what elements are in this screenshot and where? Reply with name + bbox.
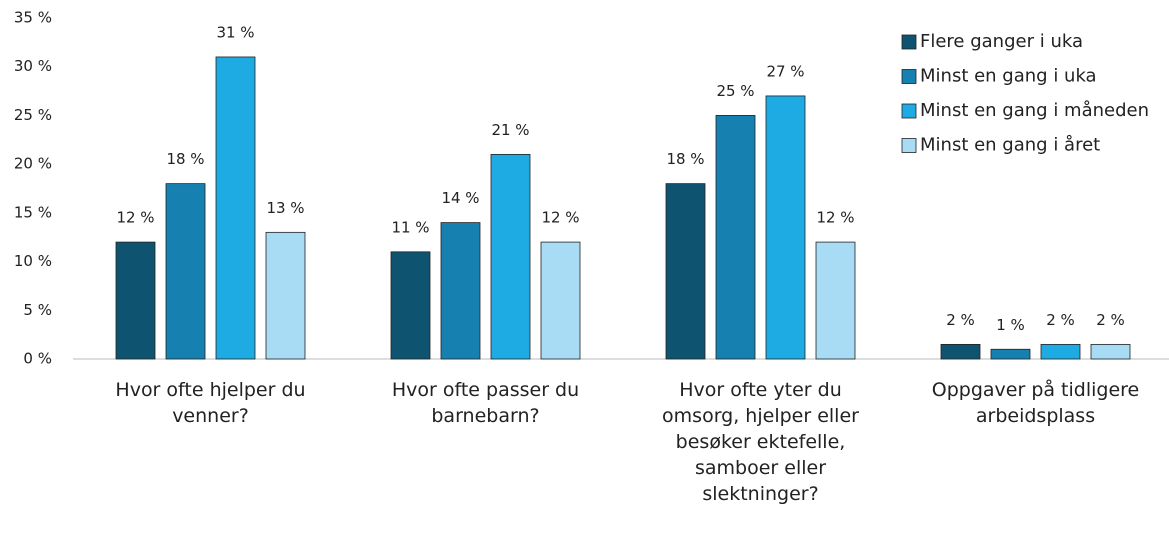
legend-label: Minst en gang i måneden [920, 100, 1149, 121]
data-label: 12 % [816, 209, 854, 227]
y-tick-label: 35 % [14, 9, 52, 27]
bar [990, 348, 1031, 360]
x-tick-label: Hvor ofte passer du barnebarn? [391, 379, 580, 427]
y-tick-label: 15 % [14, 203, 52, 221]
legend-label: Minst en gang i året [920, 135, 1100, 156]
bar [165, 183, 206, 360]
x-tick-label: Hvor ofte yter du omsorg, hjelper eller … [662, 379, 859, 505]
bar [940, 343, 981, 360]
y-tick-label: 30 % [14, 57, 52, 75]
data-label: 1 % [996, 316, 1025, 334]
data-label: 2 % [1046, 311, 1075, 329]
data-label: 21 % [491, 121, 529, 139]
data-label: 18 % [166, 150, 204, 168]
data-label: 12 % [116, 209, 154, 227]
bar [1090, 343, 1131, 360]
data-label: 18 % [666, 150, 704, 168]
bar [115, 241, 156, 360]
y-tick-label: 0 % [23, 350, 52, 368]
data-label: 2 % [946, 311, 975, 329]
y-tick-label: 5 % [23, 301, 52, 319]
data-label: 11 % [391, 218, 429, 236]
data-label: 2 % [1096, 311, 1125, 329]
legend-swatch [901, 138, 917, 153]
bar [715, 115, 756, 360]
bar [265, 231, 306, 360]
bar [765, 95, 806, 360]
data-label: 13 % [266, 199, 304, 217]
x-tick-label: Hvor ofte hjelper du venner? [115, 379, 306, 427]
bar [815, 241, 856, 360]
x-tick-label: Oppgaver på tidligere arbeidsplass [931, 379, 1140, 427]
y-tick-label: 25 % [14, 106, 52, 124]
data-label: 25 % [716, 82, 754, 100]
legend-swatch [901, 34, 917, 50]
bar [440, 222, 481, 360]
legend-swatch [901, 69, 917, 84]
bar [540, 241, 581, 360]
bar [390, 251, 431, 360]
legend-label: Flere ganger i uka [920, 31, 1083, 52]
legend-swatch [901, 103, 917, 119]
bar [490, 153, 531, 360]
y-tick-label: 20 % [14, 155, 52, 173]
data-label: 14 % [441, 189, 479, 207]
data-label: 31 % [216, 23, 254, 41]
bar [215, 56, 256, 360]
legend-label: Minst en gang i uka [920, 66, 1097, 87]
bar [1040, 343, 1081, 360]
data-label: 12 % [541, 209, 579, 227]
bar [665, 183, 706, 360]
data-label: 27 % [766, 62, 804, 80]
y-tick-label: 10 % [14, 252, 52, 270]
